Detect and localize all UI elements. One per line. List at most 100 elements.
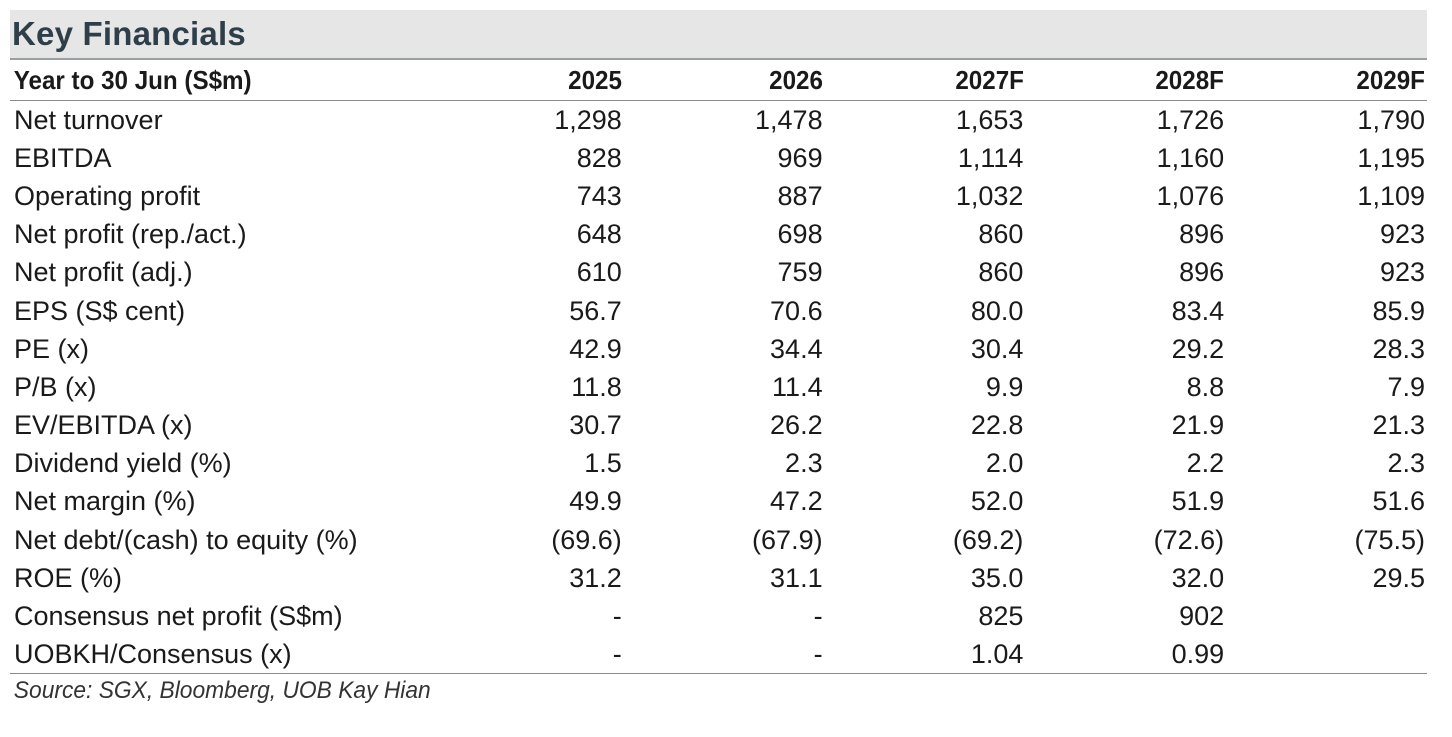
row-value: 51.6: [1372, 486, 1425, 517]
table-row: P/B (x) 11.8 11.4 9.9 8.8 7.9: [10, 368, 1427, 406]
table-row: PE (x) 42.9 34.4 30.4 29.2 28.3: [10, 330, 1427, 368]
row-value: (69.2): [952, 524, 1024, 555]
row-value: (72.6): [1153, 524, 1225, 555]
row-value: 32.0: [1171, 562, 1225, 593]
row-label: PE (x): [14, 333, 90, 364]
row-value: 923: [1379, 219, 1425, 250]
row-value: 2.0: [985, 448, 1024, 479]
row-value: 610: [576, 257, 622, 288]
row-value: 1,478: [755, 104, 823, 135]
row-value: 1,032: [955, 180, 1024, 211]
row-label: Net debt/(cash) to equity (%): [14, 524, 358, 555]
row-value: 52.0: [970, 486, 1024, 517]
row-value: 1,195: [1357, 142, 1425, 173]
row-label: UOBKH/Consensus (x): [10, 635, 423, 674]
header-col-2028f: 2028F: [1039, 60, 1227, 101]
row-value: -: [813, 601, 823, 632]
row-value: 9.9: [985, 371, 1024, 402]
row-value: 49.9: [569, 486, 622, 517]
row-value: 35.0: [970, 562, 1024, 593]
row-label: Net profit (rep./act.): [14, 219, 247, 250]
row-value: 31.1: [770, 562, 823, 593]
row-value: 56.7: [569, 295, 622, 326]
row-label: Net turnover: [14, 104, 163, 135]
row-value: 1.5: [584, 448, 622, 479]
row-label: EPS (S$ cent): [14, 295, 186, 326]
row-value: (75.5): [1354, 524, 1425, 555]
table-row: UOBKH/Consensus (x) - -1.04 0.99: [10, 635, 1427, 674]
row-value: 648: [576, 219, 622, 250]
table-row: Net profit (rep./act.) 648 698 860 896 923: [10, 216, 1427, 254]
table-body: Net turnover 1,298 1,478 1,653 1,726 1,790 EBI…: [10, 101, 1427, 674]
header-col-2026: 2026: [637, 60, 825, 101]
row-value: 825: [978, 601, 1024, 632]
table-row: Net turnover 1,298 1,478 1,653 1,726 1,790: [10, 101, 1427, 140]
row-value: 896: [1179, 257, 1225, 288]
header-col-2025: 2025: [437, 60, 624, 101]
row-value: 26.2: [770, 410, 823, 441]
row-value: 743: [576, 180, 622, 211]
row-value: (69.6): [551, 524, 622, 555]
row-label: Dividend yield (%): [14, 448, 232, 479]
row-value: 21.9: [1171, 410, 1225, 441]
row-value: 85.9: [1372, 295, 1425, 326]
panel-title: Key Financials: [12, 15, 246, 52]
financials-table: Year to 30 Jun (S$m) 2025 2026 2027F 202…: [10, 60, 1427, 674]
row-value: 30.4: [970, 333, 1024, 364]
row-value: 51.9: [1171, 486, 1225, 517]
row-label: EBITDA: [14, 142, 112, 173]
row-value: 1,076: [1156, 180, 1225, 211]
row-value: 83.4: [1171, 295, 1225, 326]
row-value: 47.2: [770, 486, 823, 517]
row-value: -: [612, 601, 622, 632]
row-value: 902: [1179, 601, 1225, 632]
row-value: 0.99: [1025, 635, 1227, 674]
row-value: 11.4: [772, 371, 823, 402]
row-label: ROE (%): [14, 562, 122, 593]
row-value: -: [623, 635, 825, 674]
row-value: 21.3: [1372, 410, 1425, 441]
row-value: [1226, 635, 1427, 674]
row-value: 30.7: [569, 410, 622, 441]
row-label: EV/EBITDA (x): [14, 410, 193, 441]
row-value: 1.04: [824, 635, 1026, 674]
row-label: Net margin (%): [14, 486, 196, 517]
row-value: 7.9: [1387, 371, 1425, 402]
row-value: 1,160: [1156, 142, 1225, 173]
row-value: 923: [1379, 257, 1425, 288]
row-value: 31.2: [569, 562, 622, 593]
row-value: 2.2: [1186, 448, 1225, 479]
table-row: Dividend yield (%) 1.5 2.3 2.0 2.2 2.3: [10, 445, 1427, 483]
table-row: EV/EBITDA (x) 30.7 26.2 22.8 21.9 21.3: [10, 407, 1427, 445]
table-row: EPS (S$ cent) 56.7 70.6 80.0 83.4 85.9: [10, 292, 1427, 330]
table-row: Operating profit 743 887 1,032 1,076 1,109: [10, 177, 1427, 215]
row-value: 1,114: [957, 142, 1024, 173]
table-row: Net margin (%) 49.9 47.2 52.0 51.9 51.6: [10, 483, 1427, 521]
row-value: 1,109: [1357, 180, 1425, 211]
table-row: EBITDA 828 969 1,114 1,160 1,195: [10, 139, 1427, 177]
row-value: 42.9: [569, 333, 622, 364]
row-value: 887: [777, 180, 823, 211]
header-row: Year to 30 Jun (S$m) 2025 2026 2027F 202…: [10, 60, 1427, 101]
row-value: 698: [777, 219, 823, 250]
header-col-2029f: 2029F: [1240, 60, 1427, 101]
row-value: 80.0: [970, 295, 1024, 326]
header-year-label: Year to 30 Jun (S$m): [10, 60, 395, 101]
header-col-2027f: 2027F: [838, 60, 1026, 101]
row-label: Operating profit: [14, 180, 201, 211]
row-label: Consensus net profit (S$m): [14, 601, 343, 632]
row-value: 1,298: [554, 104, 622, 135]
row-value: 29.2: [1171, 333, 1225, 364]
row-value: 2.3: [1387, 448, 1425, 479]
row-value: 969: [777, 142, 823, 173]
table-row: Net debt/(cash) to equity (%) (69.6) (67.9…: [10, 521, 1427, 559]
table-row: Net profit (adj.) 610 759 860 896 923: [10, 254, 1427, 292]
row-value: 860: [978, 257, 1024, 288]
key-financials-panel: Key Financials Year to 30 Jun (S$m) 2025…: [10, 10, 1427, 705]
row-value: (67.9): [752, 524, 823, 555]
row-value: 896: [1179, 219, 1225, 250]
row-label: Net profit (adj.): [14, 257, 193, 288]
row-value: -: [423, 635, 624, 674]
row-value: 1,726: [1156, 104, 1225, 135]
row-value: 70.6: [770, 295, 823, 326]
